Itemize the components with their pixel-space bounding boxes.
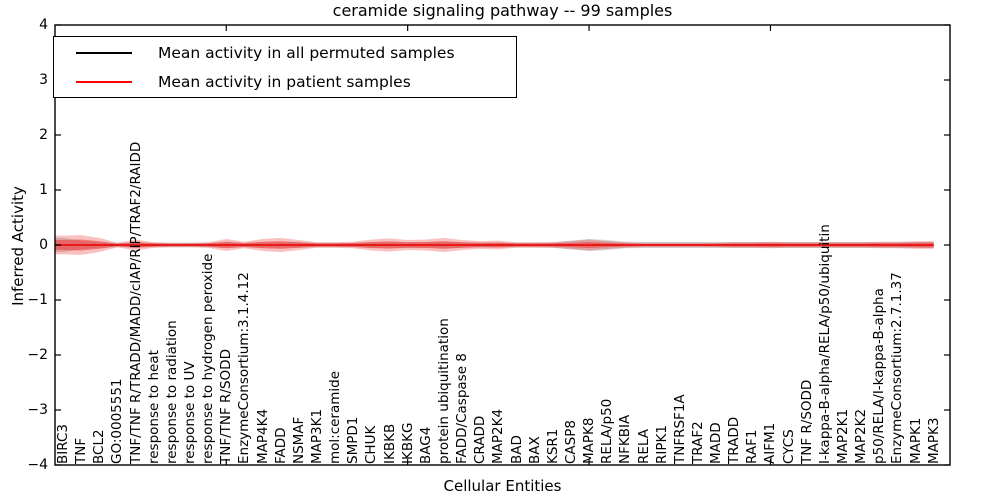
x-tick-label: MAPK8 <box>581 417 597 464</box>
patient-line-swatch <box>76 80 132 83</box>
x-tick-label: AIFM1 <box>762 422 779 464</box>
x-tick-label: MAP2K1 <box>835 408 851 464</box>
y-tick-label: −1 <box>27 292 48 308</box>
x-tick-label: TNF <box>73 437 90 464</box>
x-tick-label: BAD <box>508 435 525 464</box>
x-tick-label: TRAF2 <box>689 421 706 464</box>
legend-box: Mean activity in all permuted samples Me… <box>53 36 517 98</box>
x-tick-label: BAX <box>526 436 543 464</box>
x-tick-label: protein ubiquitination <box>435 318 452 464</box>
x-tick-label: RAF1 <box>744 429 761 464</box>
y-tick-label: −2 <box>27 347 48 363</box>
x-tick-label: MAP3K1 <box>309 408 325 464</box>
x-tick-label: IKBKB <box>381 423 398 464</box>
x-tick-label: response to UV <box>182 361 198 464</box>
legend-item-permuted: Mean activity in all permuted samples <box>54 39 516 66</box>
x-tick-label: BCL2 <box>91 429 108 464</box>
x-tick-label: RELA <box>635 429 652 464</box>
x-tick-label: MAPK3 <box>925 417 942 464</box>
x-tick-label: IKBKG <box>399 422 416 464</box>
x-tick-label: CRADD <box>472 415 489 464</box>
x-tick-label: TNF/TNF R/TRADD/MADD/cIAP/RIP/TRAF2/RAID… <box>127 141 144 464</box>
x-tick-label: TNFRSF1A <box>671 394 688 464</box>
x-tick-label: BIRC3 <box>55 424 71 464</box>
x-tick-label: GO:0005551 <box>109 378 126 464</box>
y-tick-label: 3 <box>39 72 48 88</box>
x-tick-label: SMPD1 <box>345 416 362 464</box>
permuted-line-swatch <box>76 51 132 54</box>
x-tick-label: EnzymeConsortium:3.1.4.12 <box>236 272 253 464</box>
y-tick-label: −3 <box>27 402 48 418</box>
x-tick-label: NFKBIA <box>617 414 634 464</box>
x-tick-label: CASP8 <box>562 420 579 464</box>
x-tick-label: TRADD <box>726 416 743 464</box>
x-tick-label: TNF R/SODD <box>798 379 815 464</box>
y-tick-label: 0 <box>39 237 48 253</box>
y-tick-label: 4 <box>39 17 48 33</box>
x-tick-label: MAP2K4 <box>490 408 507 464</box>
x-tick-label: BAG4 <box>417 426 434 464</box>
x-tick-label: TNF/TNF R/SODD <box>218 349 235 464</box>
x-tick-label: MAP4K4 <box>254 408 271 464</box>
x-tick-label: RELA/p50 <box>599 398 616 464</box>
x-tick-label: I-kappa-B-alpha/RELA/p50/ubiquitin <box>816 224 833 464</box>
x-tick-label: response to hydrogen peroxide <box>200 253 217 464</box>
x-tick-label: response to radiation <box>163 320 180 464</box>
y-tick-label: −4 <box>27 457 48 473</box>
x-tick-label: response to heat <box>145 350 162 464</box>
legend-label-patient: Mean activity in patient samples <box>158 72 411 91</box>
legend-item-patient: Mean activity in patient samples <box>54 68 516 95</box>
x-tick-label: RIPK1 <box>653 425 670 464</box>
x-tick-label: NSMAF <box>290 416 307 464</box>
x-tick-label: MAP2K2 <box>853 408 870 464</box>
y-tick-label: 1 <box>39 182 48 198</box>
legend-label-permuted: Mean activity in all permuted samples <box>158 43 455 62</box>
chart-title: ceramide signaling pathway -- 99 samples <box>332 1 673 20</box>
x-tick-label: CYCS <box>780 429 797 464</box>
x-tick-label: mol:ceramide <box>327 370 344 464</box>
x-tick-label: FADD/Caspase 8 <box>454 353 471 464</box>
x-tick-label: KSR1 <box>544 428 561 464</box>
x-tick-label: p50/RELA/I-kappa-B-alpha <box>871 288 888 464</box>
x-tick-label: EnzymeConsortium:2.7.1.37 <box>889 272 906 464</box>
y-tick-label: 2 <box>39 127 48 143</box>
x-tick-label: FADD <box>272 427 289 464</box>
x-tick-label: MAPK1 <box>907 417 924 464</box>
x-tick-label: CHUK <box>363 425 380 464</box>
x-tick-label: MADD <box>708 422 724 464</box>
x-axis-label: Cellular Entities <box>443 477 562 495</box>
